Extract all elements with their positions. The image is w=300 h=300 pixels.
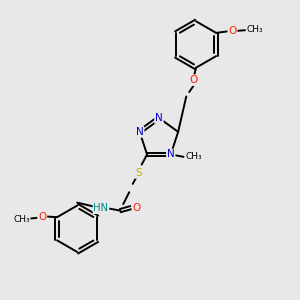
Text: CH₃: CH₃ — [247, 25, 263, 34]
Text: O: O — [228, 26, 237, 36]
Text: S: S — [135, 168, 142, 178]
Text: CH₃: CH₃ — [185, 152, 202, 161]
Text: N: N — [155, 113, 163, 123]
Text: HN: HN — [94, 203, 109, 213]
Text: O: O — [133, 203, 141, 213]
Text: CH₃: CH₃ — [13, 215, 30, 224]
Text: N: N — [167, 149, 175, 160]
Text: O: O — [190, 75, 198, 85]
Text: O: O — [38, 212, 46, 222]
Text: N: N — [136, 127, 144, 137]
